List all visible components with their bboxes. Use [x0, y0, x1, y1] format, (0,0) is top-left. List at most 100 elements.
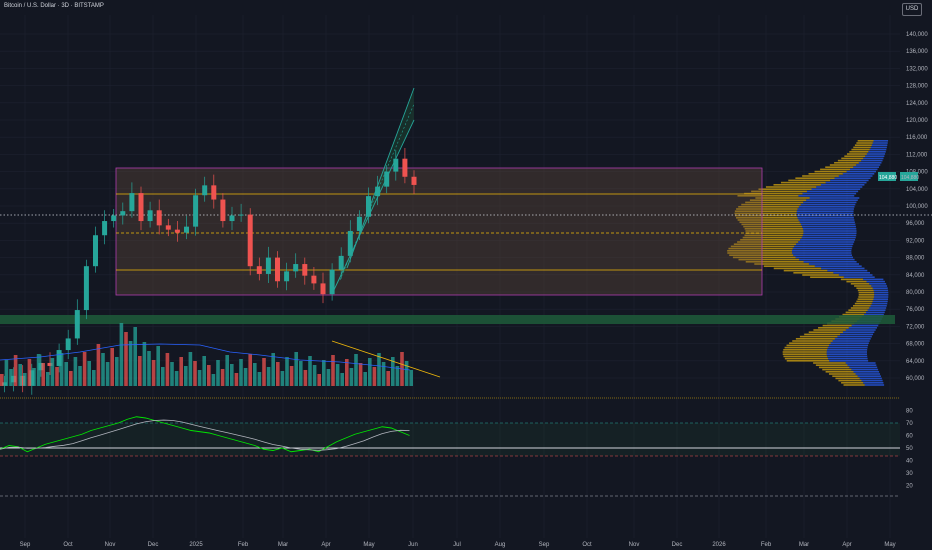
candle-body [356, 216, 362, 231]
candle-body [238, 214, 244, 216]
vp-row-orange [802, 175, 839, 177]
price-tick-label: 132,000 [906, 66, 928, 72]
vp-row-orange [739, 221, 800, 223]
volume-bar [115, 357, 119, 386]
vp-row-orange [786, 344, 830, 347]
time-tick-label: Oct [63, 542, 73, 548]
time-tick-label: Sep [539, 542, 550, 548]
vp-row-blue [821, 267, 865, 270]
volume-bar [197, 370, 202, 386]
time-tick-label: May [363, 542, 374, 548]
volume-bar [36, 354, 41, 386]
vp-row-orange [734, 212, 797, 215]
vp-row-orange [854, 302, 872, 305]
volume-bar [317, 374, 321, 386]
vp-row-orange [858, 291, 875, 294]
vp-row-orange [793, 272, 834, 274]
candle-body [193, 195, 199, 227]
vp-row-blue [806, 190, 859, 193]
vp-row-blue [863, 157, 884, 160]
price-tick-label: 128,000 [906, 84, 928, 90]
vp-row-orange [858, 294, 875, 296]
vp-row-blue [802, 234, 857, 237]
vp-row-blue [856, 164, 881, 166]
vp-row-orange [782, 353, 827, 355]
time-tick-label: Mar [799, 542, 809, 548]
candle-body [275, 257, 280, 282]
vp-row-orange [727, 250, 792, 252]
vp-row-blue [861, 159, 883, 162]
volume-bar [395, 366, 400, 386]
volume-bar [404, 361, 409, 386]
vp-row-orange [856, 142, 873, 144]
volume-bar [151, 360, 156, 386]
vp-row-blue [799, 258, 855, 261]
vp-row-orange [842, 313, 865, 316]
volume-bar [50, 358, 55, 386]
vp-row-orange [744, 228, 803, 230]
volume-bar [358, 363, 363, 386]
rsi-tick-label: 70 [906, 421, 913, 427]
time-tick-label: Nov [105, 542, 116, 548]
vp-row-blue [799, 221, 855, 223]
vp-row-orange [825, 166, 854, 168]
time-tick-label: 2025 [189, 542, 203, 548]
vp-row-orange [820, 168, 851, 171]
vp-row-blue [800, 223, 856, 226]
vp-row-orange [784, 346, 828, 349]
vp-row-blue [845, 329, 876, 331]
vp-row-orange [838, 379, 862, 382]
vp-row-blue [849, 366, 878, 369]
candle-body [411, 176, 417, 185]
range-box [115, 167, 763, 296]
vp-row-blue [798, 241, 855, 243]
candle-body [284, 271, 290, 282]
vp-row-blue [861, 379, 883, 382]
vp-row-blue [801, 236, 856, 239]
vp-row-orange [850, 307, 870, 309]
time-tick-label: Dec [148, 542, 159, 548]
vp-row-orange [858, 296, 874, 298]
current-price-tag-bg [900, 172, 918, 181]
vp-row-blue [869, 307, 887, 309]
vp-row-orange [736, 208, 798, 210]
volume-bar [363, 372, 367, 386]
currency-button[interactable]: USD [902, 3, 922, 16]
vp-row-orange [804, 333, 841, 336]
price-tick-label: 136,000 [906, 49, 928, 55]
vp-row-orange [758, 188, 812, 190]
vp-row-orange [856, 300, 873, 303]
vp-row-orange [854, 285, 872, 287]
vp-row-orange [818, 327, 849, 329]
vp-row-blue [809, 197, 860, 199]
volume-bar [179, 357, 183, 386]
vp-row-blue [870, 305, 887, 307]
volume-bar [142, 342, 147, 386]
left-price-tag-bg [878, 172, 896, 181]
candle-body [393, 158, 399, 172]
vp-row-orange [844, 155, 866, 157]
vp-row-orange [763, 265, 815, 267]
vp-row-blue [846, 170, 876, 173]
candle-body [320, 283, 326, 295]
volume-bar [59, 353, 64, 386]
vp-row-blue [867, 309, 886, 311]
price-tick-label: 64,000 [906, 359, 925, 365]
vp-row-orange [799, 335, 838, 338]
vp-row-blue [872, 287, 888, 289]
vp-row-blue [806, 199, 858, 201]
vp-row-blue [869, 283, 887, 285]
volume-bar [184, 366, 188, 386]
vp-row-orange [783, 269, 828, 272]
vp-row-orange [840, 278, 864, 281]
vp-row-orange [822, 368, 852, 371]
volume-profile [727, 140, 889, 386]
vp-row-blue [800, 239, 856, 241]
candle-body [93, 235, 98, 267]
vp-row-orange [782, 351, 827, 353]
vp-row-orange [789, 342, 831, 344]
vp-row-blue [798, 219, 855, 221]
vp-row-orange [773, 184, 821, 186]
volume-bar [133, 327, 137, 386]
